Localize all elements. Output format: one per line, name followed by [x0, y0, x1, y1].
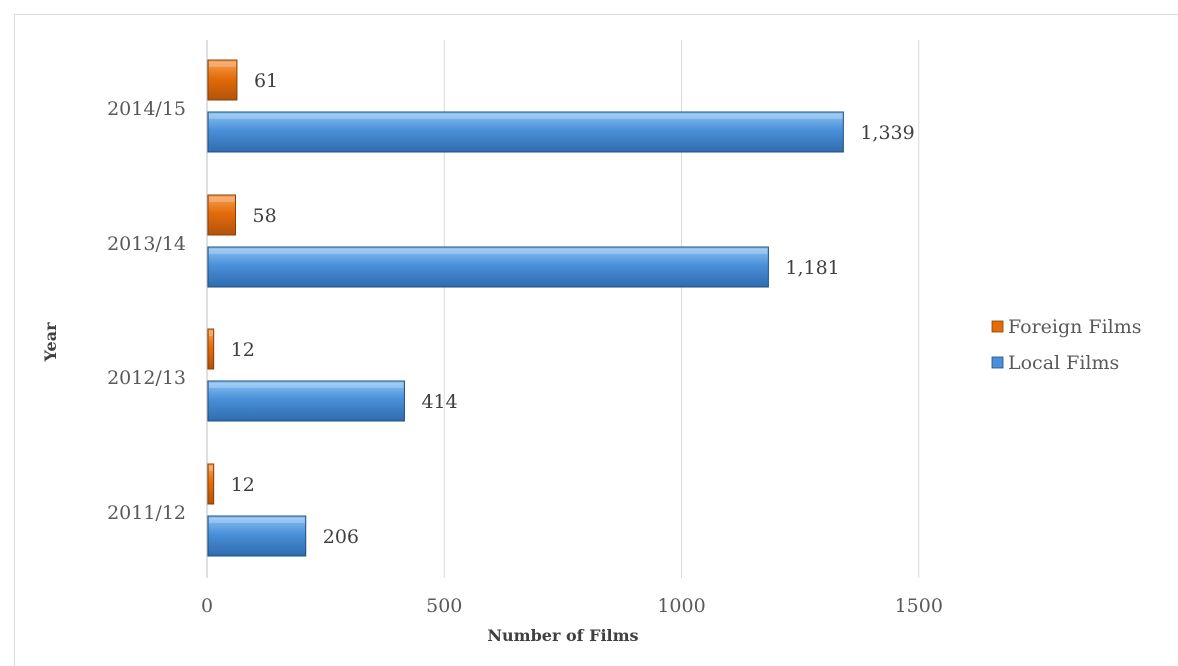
data-label-foreign-films: 58 [253, 205, 277, 227]
x-tick-label: 1500 [895, 595, 943, 617]
y-axis-title: Year [41, 322, 60, 363]
bars [207, 59, 844, 557]
legend-label-local: Local Films [1008, 352, 1119, 374]
data-label-local-films: 1,339 [860, 122, 914, 144]
x-tick-label: 1000 [657, 595, 705, 617]
legend-label-foreign: Foreign Films [1008, 316, 1142, 338]
bar-highlight [209, 114, 843, 119]
data-label-foreign-films: 12 [231, 339, 255, 361]
bar-highlight [209, 62, 236, 67]
y-tick-label: 2014/15 [107, 98, 186, 120]
bar-highlight [209, 466, 213, 471]
bar-highlight [209, 249, 768, 254]
bar-highlight [209, 197, 235, 202]
legend: Foreign Films Local Films [991, 316, 1142, 374]
data-labels: 12 12 58 61 206 414 1,181 1,339 [231, 70, 915, 548]
bar-local-films-2014-15 [207, 111, 844, 153]
data-label-foreign-films: 12 [231, 474, 255, 496]
data-label-foreign-films: 61 [254, 70, 278, 92]
x-tick-label: 0 [201, 595, 213, 617]
bar-foreign-films-2012-13 [207, 328, 215, 370]
axes: 0 500 1000 1500 2011/12 2012/13 2013/14 2014/15 [107, 40, 943, 617]
bar-local-films-2013-14 [207, 246, 769, 288]
chart-frame [14, 14, 1178, 666]
bar-foreign-films-2013-14 [207, 194, 237, 236]
data-label-local-films: 206 [323, 526, 359, 548]
y-tick-label: 2011/12 [107, 502, 186, 524]
legend-swatch-local [991, 356, 1004, 369]
data-label-local-films: 414 [421, 391, 457, 413]
bar-local-films-2012-13 [207, 380, 405, 422]
bar-foreign-films-2011-12 [207, 463, 215, 505]
bar-highlight [209, 518, 305, 523]
x-tick-label: 500 [426, 595, 462, 617]
data-label-local-films: 1,181 [785, 257, 839, 279]
bar-highlight [209, 383, 404, 388]
bar-foreign-films-2014-15 [207, 59, 238, 101]
x-axis-title: Number of Films [487, 626, 638, 645]
y-tick-label: 2012/13 [107, 367, 186, 389]
y-tick-label: 2013/14 [107, 233, 186, 255]
legend-swatch-foreign [991, 320, 1004, 333]
bar-highlight [209, 331, 213, 336]
bar-local-films-2011-12 [207, 515, 307, 557]
